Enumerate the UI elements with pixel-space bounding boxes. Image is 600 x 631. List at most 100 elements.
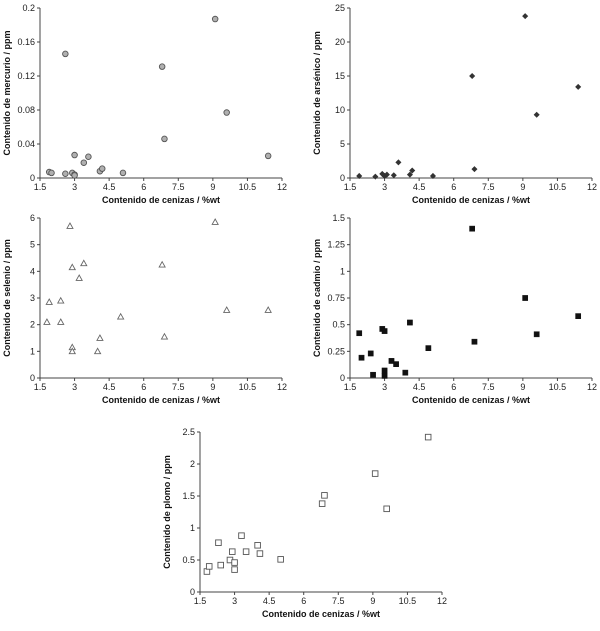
y-tick-label: 25 bbox=[335, 3, 345, 13]
chart-plomo: 1.5 3 4.5 6 7.5 9 10.5 12 0 0.5 1 1.5 2 2.5 Contenido … bbox=[162, 427, 447, 619]
x-tick-label: 6 bbox=[141, 382, 146, 392]
data-point bbox=[231, 559, 238, 566]
data-point bbox=[429, 172, 436, 179]
x-tick-label: 1.5 bbox=[344, 182, 357, 192]
data-point bbox=[381, 373, 388, 379]
y-tick-label: 1.25 bbox=[327, 240, 345, 250]
data-point bbox=[407, 319, 413, 326]
y-tick-label: 0 bbox=[30, 373, 35, 383]
data-point bbox=[62, 50, 69, 58]
x-tick-label: 3 bbox=[382, 182, 387, 192]
x-tick-label: 12 bbox=[437, 596, 447, 606]
data-point bbox=[395, 159, 402, 166]
y-tick-label: 5 bbox=[30, 240, 35, 250]
data-point bbox=[211, 218, 219, 225]
x-axis-title: Contenido de cenizas / %wt bbox=[102, 195, 220, 205]
x-tick-label: 3 bbox=[72, 182, 77, 192]
y-axis-title: Contenido de selenio / ppm bbox=[2, 239, 12, 357]
data-point bbox=[161, 135, 168, 143]
y-tick-label: 0.75 bbox=[327, 293, 345, 303]
y-tick-label: 3 bbox=[30, 293, 35, 303]
x-axis-title: Contenido de cenizas / %wt bbox=[102, 395, 220, 405]
data-point bbox=[45, 298, 53, 305]
y-tick-label: 0.04 bbox=[17, 139, 35, 149]
data-point bbox=[62, 170, 69, 177]
y-axis-title: Contenido de plomo / ppm bbox=[162, 455, 172, 569]
data-point bbox=[66, 222, 74, 229]
data-point bbox=[229, 548, 236, 555]
x-tick-label: 1.5 bbox=[344, 382, 357, 392]
y-tick-label: 2 bbox=[30, 320, 35, 330]
y-tick-label: 4 bbox=[30, 266, 35, 276]
data-point bbox=[522, 13, 529, 20]
y-tick-label: 1 bbox=[190, 523, 195, 533]
data-point bbox=[80, 159, 88, 166]
data-point bbox=[56, 296, 65, 304]
x-tick-label: 9 bbox=[210, 382, 215, 392]
y-tick-label: 1.5 bbox=[182, 491, 195, 501]
data-point bbox=[48, 169, 55, 177]
data-point bbox=[358, 354, 365, 361]
x-tick-label: 9 bbox=[520, 382, 525, 392]
x-tick-label: 7.5 bbox=[332, 596, 345, 606]
data-point bbox=[68, 347, 77, 355]
data-point bbox=[277, 556, 284, 563]
data-point bbox=[254, 542, 261, 549]
data-point bbox=[211, 15, 219, 23]
x-tick-label: 4.5 bbox=[103, 382, 116, 392]
x-tick-label: 9 bbox=[520, 182, 525, 192]
x-tick-label: 6 bbox=[451, 182, 456, 192]
x-tick-label: 3 bbox=[72, 382, 77, 392]
x-tick-label: 3 bbox=[232, 596, 237, 606]
data-point bbox=[242, 548, 250, 555]
data-point bbox=[533, 331, 540, 338]
y-tick-label: 2 bbox=[190, 459, 195, 469]
y-tick-label: 10 bbox=[335, 105, 345, 115]
data-point bbox=[68, 263, 77, 271]
data-point bbox=[388, 358, 395, 364]
data-point bbox=[264, 152, 272, 160]
x-tick-label: 3 bbox=[382, 382, 387, 392]
y-tick-label: 1.5 bbox=[332, 213, 345, 223]
x-tick-label: 6 bbox=[451, 382, 456, 392]
data-point bbox=[370, 371, 376, 378]
x-tick-label: 7.5 bbox=[172, 182, 185, 192]
y-tick-label: 1 bbox=[340, 266, 345, 276]
x-axis-title: Contenido de cenizas / %wt bbox=[412, 395, 530, 405]
data-point bbox=[469, 72, 476, 80]
data-point bbox=[158, 63, 166, 70]
data-point bbox=[116, 312, 125, 320]
data-point bbox=[575, 313, 582, 319]
x-tick-label: 1.5 bbox=[34, 182, 47, 192]
data-point bbox=[75, 274, 83, 281]
x-tick-label: 6 bbox=[301, 596, 306, 606]
data-point bbox=[93, 347, 102, 355]
data-point bbox=[318, 500, 326, 507]
y-tick-label: 0 bbox=[340, 173, 345, 183]
data-point bbox=[85, 153, 92, 160]
data-point bbox=[98, 165, 106, 172]
data-point bbox=[533, 111, 540, 118]
data-point bbox=[356, 330, 363, 337]
data-point bbox=[231, 566, 238, 573]
x-axis-title: Contenido de cenizas / %wt bbox=[262, 609, 380, 619]
x-tick-label: 6 bbox=[141, 182, 146, 192]
x-tick-label: 10.5 bbox=[239, 182, 257, 192]
x-tick-label: 12 bbox=[277, 182, 287, 192]
chart-mercurio: 1.5 3 4.5 6 7.5 9 10.5 12 0 0.04 0.08 0.12 0.16 0.2 Co… bbox=[2, 3, 287, 205]
data-point bbox=[215, 539, 222, 546]
y-tick-label: 0.2 bbox=[22, 3, 35, 13]
chart-arsenico: 1.5 3 4.5 6 7.5 9 10.5 12 0 5 10 15 20 25 Contenido de… bbox=[312, 3, 597, 205]
y-tick-label: 15 bbox=[335, 71, 345, 81]
data-point bbox=[321, 492, 328, 499]
y-axis-title: Contenido de mercurio / ppm bbox=[2, 30, 12, 155]
x-tick-label: 7.5 bbox=[482, 382, 495, 392]
data-point bbox=[367, 350, 374, 357]
data-point bbox=[383, 505, 390, 513]
x-tick-label: 4.5 bbox=[103, 182, 116, 192]
data-point bbox=[205, 563, 213, 570]
y-tick-label: 0.5 bbox=[332, 320, 345, 330]
x-axis-title: Contenido de cenizas / %wt bbox=[412, 195, 530, 205]
y-axis-title: Contenido de arsénico / ppm bbox=[312, 31, 322, 155]
